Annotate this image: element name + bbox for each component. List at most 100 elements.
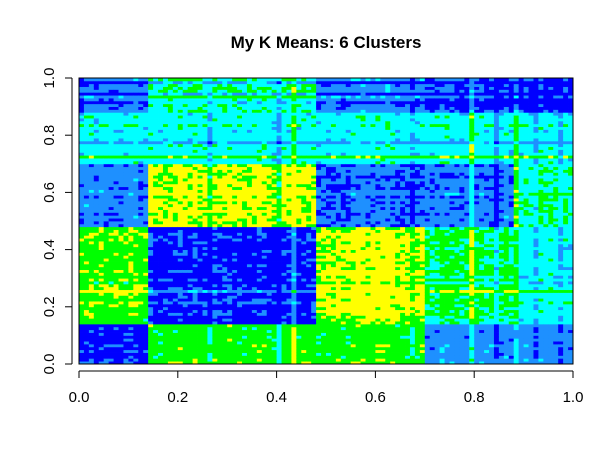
heatmap-cell xyxy=(251,206,258,210)
heatmap-cell xyxy=(296,221,302,225)
heatmap-cell xyxy=(158,152,164,156)
heatmap-cell xyxy=(306,132,312,136)
heatmap-cell xyxy=(251,261,258,265)
heatmap-cell xyxy=(301,135,307,139)
heatmap-cell xyxy=(316,192,322,196)
heatmap-cell xyxy=(316,135,322,139)
heatmap-cell xyxy=(123,343,129,348)
heatmap-cell xyxy=(79,209,85,213)
heatmap-cell xyxy=(316,195,322,199)
heatmap-cell xyxy=(123,158,129,162)
heatmap-cell xyxy=(261,295,268,299)
heatmap-cell xyxy=(286,109,292,113)
heatmap-cell xyxy=(108,361,114,365)
heatmap-cell xyxy=(281,255,287,259)
heatmap-cell xyxy=(301,158,307,162)
heatmap-cell xyxy=(167,92,174,96)
heatmap-cell xyxy=(207,292,213,296)
heatmap-cell xyxy=(256,112,263,116)
heatmap-cell xyxy=(321,218,327,222)
heatmap-cell xyxy=(316,329,322,333)
heatmap-cell xyxy=(118,169,124,173)
heatmap-cell xyxy=(202,355,208,359)
heatmap-cell xyxy=(281,126,287,130)
heatmap-cell xyxy=(148,246,154,250)
heatmap-cell xyxy=(93,315,100,319)
heatmap-cell xyxy=(158,335,164,339)
heatmap-cell xyxy=(291,238,297,242)
heatmap-cell xyxy=(98,261,105,265)
heatmap-cell xyxy=(296,343,302,348)
heatmap-cell xyxy=(271,283,277,288)
heatmap-cell xyxy=(93,152,100,156)
heatmap-cell xyxy=(237,175,243,179)
heatmap-cell xyxy=(182,315,189,319)
heatmap-cell xyxy=(158,315,164,319)
heatmap-cell xyxy=(311,112,317,116)
heatmap-cell xyxy=(93,358,100,362)
heatmap-cell xyxy=(237,292,243,296)
heatmap-cell xyxy=(123,160,129,165)
heatmap-cell xyxy=(79,100,85,105)
heatmap-cell xyxy=(227,312,233,316)
heatmap-cell xyxy=(108,226,114,230)
heatmap-cell xyxy=(172,226,179,230)
heatmap-cell xyxy=(306,275,312,279)
heatmap-cell xyxy=(118,292,124,296)
heatmap-cell xyxy=(246,123,253,128)
heatmap-cell xyxy=(83,132,90,136)
heatmap-cell xyxy=(153,186,159,190)
heatmap-cell xyxy=(133,266,139,271)
heatmap-cell xyxy=(202,341,208,345)
heatmap-cell xyxy=(98,106,105,110)
heatmap-cell xyxy=(237,183,243,188)
heatmap-cell xyxy=(306,120,312,125)
heatmap-cell xyxy=(172,298,179,302)
heatmap-cell xyxy=(148,132,154,136)
heatmap-cell xyxy=(187,263,194,268)
heatmap-cell xyxy=(237,92,243,96)
heatmap-cell xyxy=(271,192,277,196)
heatmap-cell xyxy=(271,269,277,273)
heatmap-cell xyxy=(291,180,297,185)
heatmap-cell xyxy=(301,83,307,87)
heatmap-cell xyxy=(242,306,248,311)
heatmap-cell xyxy=(103,143,110,148)
heatmap-cell xyxy=(138,286,144,291)
heatmap-cell xyxy=(242,175,248,179)
heatmap-cell xyxy=(316,272,322,276)
heatmap-cell xyxy=(212,246,218,250)
heatmap-cell xyxy=(118,323,124,328)
heatmap-cell xyxy=(301,321,307,325)
heatmap-cell xyxy=(103,163,110,168)
heatmap-cell xyxy=(227,95,233,99)
heatmap-cell xyxy=(291,358,297,362)
heatmap-cell xyxy=(232,129,238,133)
heatmap-cell xyxy=(98,100,105,105)
heatmap-cell xyxy=(237,112,243,116)
heatmap-cell xyxy=(237,306,243,311)
heatmap-cell xyxy=(306,195,312,199)
heatmap-cell xyxy=(246,358,253,362)
heatmap-cell xyxy=(311,180,317,185)
heatmap-cell xyxy=(237,143,243,148)
heatmap-cell xyxy=(133,238,139,242)
heatmap-cell xyxy=(311,195,317,199)
heatmap-cell xyxy=(172,223,179,228)
heatmap-cell xyxy=(133,178,139,182)
heatmap-cell xyxy=(128,169,134,173)
heatmap-cell xyxy=(296,158,302,162)
heatmap-cell xyxy=(256,223,263,228)
heatmap-cell xyxy=(222,155,228,159)
heatmap-cell xyxy=(276,135,282,139)
heatmap-cell xyxy=(306,286,312,291)
heatmap-cell xyxy=(311,89,317,93)
heatmap-cell xyxy=(217,332,223,336)
heatmap-cell xyxy=(207,218,213,222)
heatmap-cell xyxy=(227,229,233,233)
heatmap-cell xyxy=(261,140,268,145)
heatmap-cell xyxy=(133,98,139,102)
heatmap-cell xyxy=(158,246,164,250)
heatmap-cell xyxy=(98,200,105,205)
heatmap-cell xyxy=(138,266,144,271)
